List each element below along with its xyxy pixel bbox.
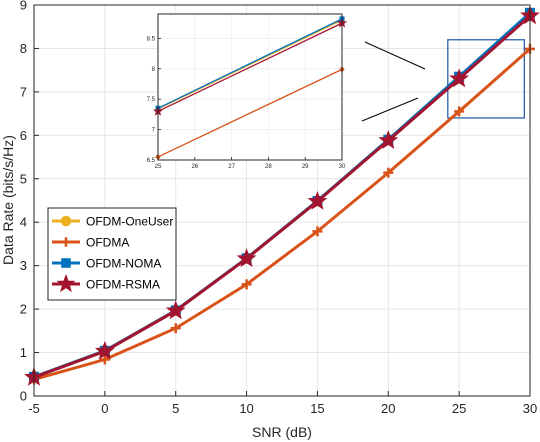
series-line — [33, 47, 531, 381]
x-tick-label: 5 — [172, 401, 179, 416]
inset-x-tick-label: 27 — [228, 164, 235, 170]
inset-x-tick-label: 25 — [155, 164, 162, 170]
x-tick-label: -5 — [28, 401, 40, 416]
legend-label: OFDMA — [86, 236, 129, 250]
data-point-plus — [383, 167, 394, 178]
y-tick-label: 0 — [20, 389, 27, 404]
data-point-square — [61, 258, 71, 268]
inset-x-tick-label: 29 — [302, 164, 309, 170]
inset-y-tick-label: 8.5 — [147, 36, 156, 42]
data-point-plus — [454, 106, 465, 117]
inset-series-line — [157, 18, 343, 109]
y-tick-label: 7 — [20, 84, 27, 99]
y-axis-title: Data Rate (bits/s/Hz) — [0, 135, 16, 265]
legend-label: OFDM-OneUser — [86, 215, 173, 229]
inset-series-line — [157, 22, 343, 112]
x-tick-label: 15 — [310, 401, 324, 416]
inset-plot: 25 26 27 28 29 30 6.5 7 7.5 8 8.5 — [147, 13, 348, 170]
data-point-star — [236, 248, 257, 268]
inset-y-tick-label: 7 — [152, 128, 156, 134]
x-tick-label: 10 — [239, 401, 253, 416]
x-tick-label: 25 — [452, 401, 466, 416]
inset-y-tick-label: 8 — [152, 67, 156, 73]
inset-x-tick-label: 30 — [339, 164, 346, 170]
inset-x-tick-label: 28 — [265, 164, 272, 170]
data-point-plus — [99, 354, 110, 365]
legend-label: OFDM-NOMA — [86, 257, 161, 271]
series-line — [33, 14, 531, 379]
y-tick-label: 5 — [20, 171, 27, 186]
data-point-plus — [312, 226, 323, 237]
data-point-star — [378, 130, 399, 149]
x-axis-title: SNR (dB) — [252, 424, 312, 440]
y-tick-label: 4 — [20, 215, 27, 230]
x-tick-label: 20 — [381, 401, 395, 416]
data-point-plus — [241, 279, 252, 290]
y-tick-label: 3 — [20, 258, 27, 273]
data-point-circle — [60, 215, 72, 227]
data-point-star — [165, 300, 186, 320]
data-point-star — [94, 340, 115, 360]
data-point-star — [449, 68, 470, 88]
y-tick-label: 1 — [20, 345, 27, 360]
data-point-plus — [170, 323, 181, 334]
y-tick-label: 6 — [20, 128, 27, 143]
inset-x-tick-label: 26 — [191, 164, 198, 170]
y-tick-label: 8 — [20, 41, 27, 56]
y-tick-label: 9 — [20, 0, 27, 13]
x-tick-label: 0 — [101, 401, 108, 416]
zoom-connector-line — [361, 97, 419, 122]
inset-series-line — [157, 68, 343, 158]
legend-entry: OFDM-NOMA — [52, 257, 161, 271]
zoom-box-group — [361, 39, 525, 122]
data-point-plus — [61, 237, 71, 247]
legend-label: OFDM-RSMA — [86, 278, 160, 292]
axes-box — [33, 4, 531, 397]
legend-entry: OFDM-OneUser — [52, 215, 173, 229]
legend-entry: OFDM-RSMA — [52, 274, 160, 293]
legend: OFDM-OneUser OFDMA OFDM-NOMA OFDM-RSMA — [47, 207, 177, 301]
data-point-star — [307, 190, 328, 210]
inset-y-tick-label: 7.5 — [147, 97, 156, 103]
inset-axes-box — [157, 13, 343, 161]
inset-y-tick-label: 6.5 — [147, 158, 156, 164]
y-tick-label: 2 — [20, 302, 27, 317]
zoom-connector-line — [364, 41, 426, 70]
legend-entry: OFDMA — [52, 236, 129, 250]
x-tick-label: 30 — [523, 401, 537, 416]
zoom-box — [447, 39, 525, 119]
data-point-star — [56, 274, 76, 293]
